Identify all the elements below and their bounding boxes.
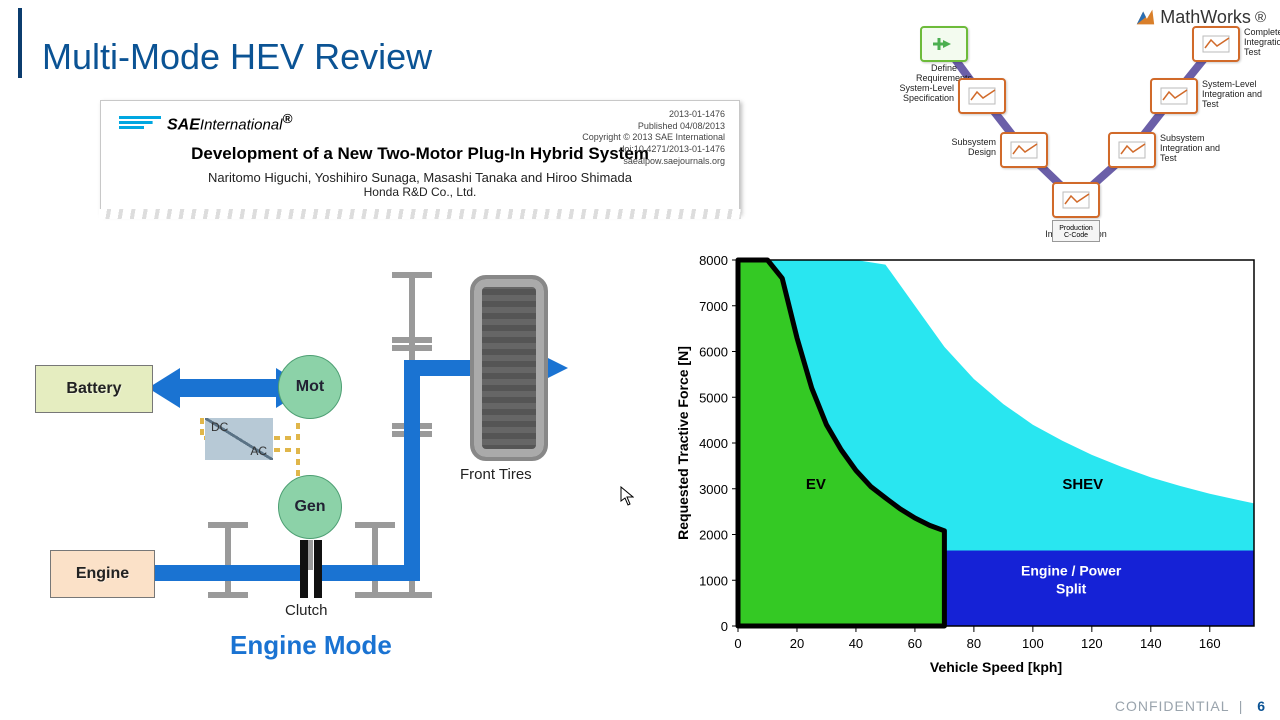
footer: CONFIDENTIAL | 6 (1115, 698, 1266, 714)
svg-text:EV: EV (806, 476, 826, 493)
svg-text:80: 80 (967, 636, 981, 651)
paper-citation: SAEInternational® 2013-01-1476 Published… (100, 100, 740, 214)
sae-text: SAEInternational® (167, 111, 292, 134)
svg-text:3000: 3000 (699, 482, 728, 497)
vee-node-sub (1000, 132, 1048, 168)
svg-text:0: 0 (721, 619, 728, 634)
sae-icon (119, 116, 161, 130)
paper-affiliation: Honda R&D Co., Ltd. (119, 185, 721, 199)
vee-label-sint: Subsystem Integration and Test (1160, 134, 1230, 164)
svg-text:8000: 8000 (699, 254, 728, 268)
svg-text:6000: 6000 (699, 345, 728, 360)
tire-icon (470, 275, 548, 461)
vee-label-cit: Complete Integration and Test (1244, 28, 1280, 58)
paper-authors: Naritomo Higuchi, Yoshihiro Sunaga, Masa… (119, 170, 721, 185)
vee-label-sysint: System-Level Integration and Test (1202, 80, 1272, 110)
svg-text:120: 120 (1081, 636, 1103, 651)
cursor-icon (620, 486, 634, 506)
vee-node-impl (1052, 182, 1100, 218)
svg-text:Requested Tractive Force [N]: Requested Tractive Force [N] (675, 346, 691, 540)
title-bar: Multi-Mode HEV Review (18, 8, 432, 78)
page-number: 6 (1257, 698, 1266, 714)
battery-block: Battery (35, 365, 153, 413)
vee-node-cit (1192, 26, 1240, 62)
page-title: Multi-Mode HEV Review (42, 36, 432, 78)
clutch-block (300, 540, 322, 598)
svg-text:Split: Split (1056, 581, 1087, 597)
svg-text:140: 140 (1140, 636, 1162, 651)
vee-label-sys: System-Level Specification (884, 84, 954, 104)
operating-region-chart: 0 20 40 60 80 100 120 140 160 0 1000 2000 3000 4000 50… (670, 254, 1260, 682)
svg-text:Engine / Power: Engine / Power (1021, 563, 1122, 579)
vee-label-sub: Subsystem Design (926, 138, 996, 158)
svg-text:4000: 4000 (699, 436, 728, 451)
svg-text:160: 160 (1199, 636, 1221, 651)
svg-text:20: 20 (790, 636, 804, 651)
clutch-label: Clutch (285, 602, 328, 619)
svg-text:2000: 2000 (699, 528, 728, 543)
svg-text:1000: 1000 (699, 573, 728, 588)
engine-block: Engine (50, 550, 155, 598)
svg-text:SHEV: SHEV (1062, 476, 1103, 493)
svg-text:7000: 7000 (699, 299, 728, 314)
front-tires-label: Front Tires (460, 466, 532, 483)
vee-production-box: ProductionC-Code (1052, 220, 1100, 242)
mode-caption: Engine Mode (230, 630, 392, 661)
svg-text:0: 0 (734, 636, 741, 651)
vee-diagram: Define RequirementsSystem-Level Specific… (896, 26, 1256, 236)
vee-node-sys (958, 78, 1006, 114)
brand-text: MathWorks (1160, 7, 1251, 28)
brand-logo: MathWorks® (1134, 6, 1266, 28)
motor-circle: Mot (278, 355, 342, 419)
generator-circle: Gen (278, 475, 342, 539)
svg-text:Vehicle Speed [kph]: Vehicle Speed [kph] (930, 659, 1062, 675)
svg-text:60: 60 (908, 636, 922, 651)
svg-text:100: 100 (1022, 636, 1044, 651)
vee-node-sysint (1150, 78, 1198, 114)
dc-ac-block: DC AC (205, 418, 273, 460)
svg-text:5000: 5000 (699, 390, 728, 405)
confidential: CONFIDENTIAL (1115, 698, 1229, 714)
paper-meta: 2013-01-1476 Published 04/08/2013 Copyri… (582, 109, 725, 167)
vee-node-sint (1108, 132, 1156, 168)
vee-node-req (920, 26, 968, 62)
powertrain-diagram: Battery Engine DC AC Mot Gen Clutch Fron… (30, 250, 590, 650)
mathworks-icon (1134, 6, 1156, 28)
svg-text:40: 40 (849, 636, 863, 651)
